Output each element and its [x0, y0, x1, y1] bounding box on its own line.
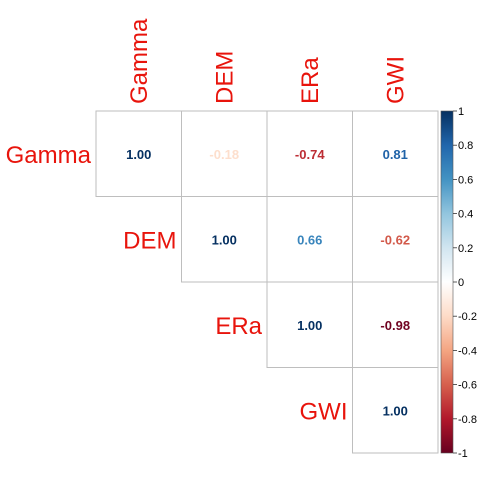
cell-value-dem-era: 0.66 [297, 232, 322, 247]
column-label-gwi: GWI [382, 56, 409, 104]
colorbar-gradient [440, 110, 454, 454]
grid-layer [95, 110, 439, 454]
colorbar-tick-label: -1 [458, 448, 468, 460]
cell-value-gamma-dem: -0.18 [209, 147, 239, 162]
colorbar-tick-label: 1 [458, 106, 464, 118]
colorbar-tick-label: 0.2 [458, 243, 473, 255]
heatmap-cell-dem-era [266, 196, 353, 283]
heatmap-cell-gamma-gamma [95, 110, 182, 197]
colorbar-tick-label: -0.4 [458, 345, 477, 357]
colorbar-tick-label: 0.6 [458, 174, 473, 186]
cell-value-gamma-gwi: 0.81 [383, 147, 408, 162]
heatmap-cell-era-era [266, 281, 353, 368]
row-label-gamma: Gamma [6, 142, 92, 169]
column-label-dem: DEM [211, 51, 238, 104]
colorbar-tick-label: -0.2 [458, 311, 477, 323]
colorbar-tick-label: -0.8 [458, 414, 477, 426]
cell-value-dem-dem: 1.00 [212, 232, 237, 247]
heatmap-cell-gamma-era [266, 110, 353, 197]
colorbar-tick-label: 0 [458, 277, 464, 289]
cell-value-gamma-gamma: 1.00 [126, 147, 151, 162]
cell-value-era-gwi: -0.98 [380, 318, 410, 333]
column-label-era: ERa [297, 57, 324, 104]
variable-labels-layer: Gamma DEM ERa GWI Gamma DEM ERa GWI [6, 18, 410, 425]
cell-value-dem-gwi: -0.62 [380, 232, 410, 247]
cell-value-gwi-gwi: 1.00 [383, 403, 408, 418]
row-label-dem: DEM [123, 227, 176, 254]
heatmap-cell-gamma-gwi [352, 110, 439, 197]
colorbar-tick-label: -0.6 [458, 380, 477, 392]
cell-value-era-era: 1.00 [297, 318, 322, 333]
colorbar: 1 0.8 0.6 0.4 0.2 0 -0.2 -0.4 -0.6 -0.8 -1 [440, 106, 477, 460]
heatmap-cell-gamma-dem [181, 110, 268, 197]
column-label-gamma: Gamma [126, 18, 153, 104]
row-label-era: ERa [215, 313, 262, 340]
cell-value-gamma-era: -0.74 [295, 147, 325, 162]
row-label-gwi: GWI [300, 398, 348, 425]
colorbar-tick-label: 0.8 [458, 140, 473, 152]
cell-labels-layer: 1.00 -0.18 -0.74 0.81 1.00 0.66 -0.62 1.00 -0.98… [126, 147, 410, 419]
heatmap-cell-gwi-gwi [352, 367, 439, 454]
colorbar-tick-label: 0.4 [458, 209, 473, 221]
heatmap-cell-dem-dem [181, 196, 268, 283]
